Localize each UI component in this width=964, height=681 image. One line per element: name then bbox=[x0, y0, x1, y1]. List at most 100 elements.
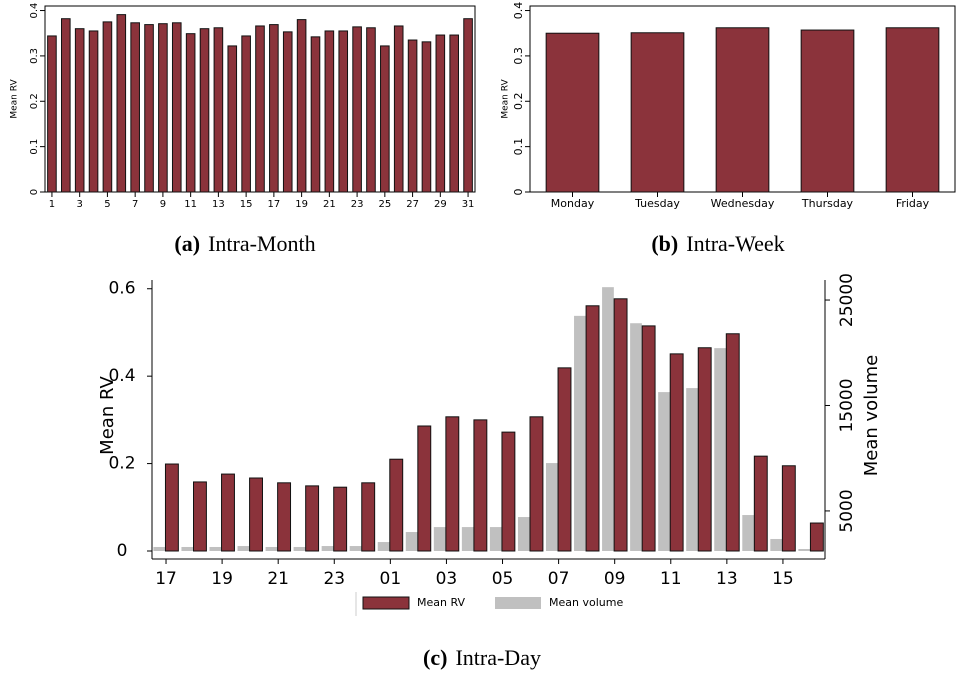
bar bbox=[714, 348, 727, 551]
bar bbox=[366, 27, 376, 193]
bar bbox=[193, 481, 207, 552]
bar bbox=[277, 482, 292, 552]
bar bbox=[885, 27, 940, 193]
y-tick-label: 0.1 bbox=[512, 138, 525, 156]
bar bbox=[181, 546, 194, 551]
y-tick-label: 0.2 bbox=[512, 93, 525, 111]
y-axis-label: Mean RV bbox=[10, 79, 20, 119]
bar bbox=[282, 31, 293, 193]
bar bbox=[171, 22, 182, 193]
bar bbox=[377, 542, 390, 551]
x-tick-label: 5 bbox=[104, 199, 110, 210]
bar bbox=[221, 473, 235, 552]
bar bbox=[613, 298, 628, 552]
x-tick-label: 27 bbox=[406, 199, 419, 210]
bar bbox=[213, 27, 224, 193]
caption-label: (c) bbox=[423, 645, 447, 670]
bar bbox=[144, 24, 154, 193]
caption-text: Intra-Month bbox=[208, 231, 316, 256]
x-tick-label: 29 bbox=[434, 199, 447, 210]
bar bbox=[407, 39, 418, 193]
bar bbox=[781, 465, 796, 552]
bar bbox=[433, 527, 446, 551]
y-tick-label: 0.3 bbox=[29, 48, 40, 64]
x-tick-label: 13 bbox=[716, 569, 738, 589]
caption-label: (a) bbox=[174, 231, 200, 256]
bar bbox=[389, 458, 404, 552]
caption-label: (b) bbox=[651, 231, 678, 256]
bar bbox=[630, 32, 685, 193]
y-axis-label: Mean RV bbox=[501, 79, 511, 119]
x-tick-label: Monday bbox=[551, 197, 595, 210]
x-tick-label: 15 bbox=[240, 199, 253, 210]
bar bbox=[725, 333, 740, 552]
y2-axis-label: Mean volume bbox=[861, 355, 882, 476]
x-tick-label: 17 bbox=[268, 199, 281, 210]
x-tick-label: 3 bbox=[76, 199, 82, 210]
bar bbox=[742, 515, 755, 551]
x-tick-label: 19 bbox=[211, 569, 233, 589]
x-tick-label: Wednesday bbox=[711, 197, 775, 210]
bar bbox=[265, 546, 278, 551]
bar bbox=[61, 18, 71, 193]
x-tick-label: 31 bbox=[462, 199, 475, 210]
bar bbox=[352, 26, 362, 193]
bar bbox=[517, 517, 530, 551]
bar bbox=[305, 485, 320, 552]
bar bbox=[241, 35, 251, 193]
bar bbox=[293, 546, 306, 551]
bar bbox=[310, 36, 321, 193]
y-tick-label: 0.3 bbox=[512, 47, 525, 64]
y-axis-label: Mean RV bbox=[97, 376, 118, 455]
bar bbox=[798, 548, 811, 551]
bar bbox=[715, 27, 770, 193]
bar bbox=[489, 527, 502, 551]
bar bbox=[686, 388, 698, 551]
bar bbox=[338, 30, 349, 193]
bar bbox=[405, 532, 418, 551]
bar bbox=[449, 34, 459, 193]
x-tick-label: 07 bbox=[548, 569, 570, 589]
bar bbox=[130, 22, 140, 193]
y-tick-label: 0 bbox=[117, 541, 128, 561]
x-tick-label: 25 bbox=[378, 199, 391, 210]
bar bbox=[585, 305, 600, 552]
x-tick-label: Friday bbox=[896, 197, 930, 210]
y-tick-label: 0.6 bbox=[108, 279, 135, 299]
x-tick-label: 09 bbox=[604, 569, 626, 589]
y-tick-label: 0.4 bbox=[512, 2, 525, 20]
bar bbox=[393, 25, 404, 193]
bar bbox=[800, 29, 855, 193]
y2-tick-label: 5000 bbox=[837, 489, 857, 532]
bar bbox=[545, 463, 558, 551]
legend-swatch bbox=[495, 597, 541, 609]
x-tick-label: 01 bbox=[380, 569, 402, 589]
bar bbox=[333, 486, 348, 552]
bar bbox=[74, 28, 85, 193]
bar bbox=[641, 325, 656, 552]
caption-text: Intra-Week bbox=[686, 231, 784, 256]
bar bbox=[574, 315, 586, 551]
x-tick-label: 7 bbox=[132, 199, 138, 210]
bar bbox=[116, 14, 127, 193]
bar bbox=[199, 28, 210, 193]
x-tick-label: 11 bbox=[660, 569, 682, 589]
bar bbox=[324, 30, 335, 193]
x-tick-label: Thursday bbox=[801, 197, 854, 210]
bar bbox=[349, 546, 362, 551]
bar bbox=[227, 45, 238, 193]
legend-swatch bbox=[362, 596, 410, 610]
bar bbox=[630, 323, 642, 551]
bar bbox=[545, 32, 600, 193]
bar bbox=[102, 21, 113, 193]
x-tick-label: 9 bbox=[160, 199, 166, 210]
x-tick-label: 21 bbox=[323, 199, 336, 210]
x-tick-label: 23 bbox=[323, 569, 345, 589]
bar bbox=[269, 24, 279, 193]
x-tick-label: 23 bbox=[351, 199, 364, 210]
bar bbox=[463, 18, 473, 193]
caption: (a) Intra-Month bbox=[174, 231, 315, 256]
bar bbox=[770, 538, 783, 551]
bar bbox=[255, 25, 265, 193]
